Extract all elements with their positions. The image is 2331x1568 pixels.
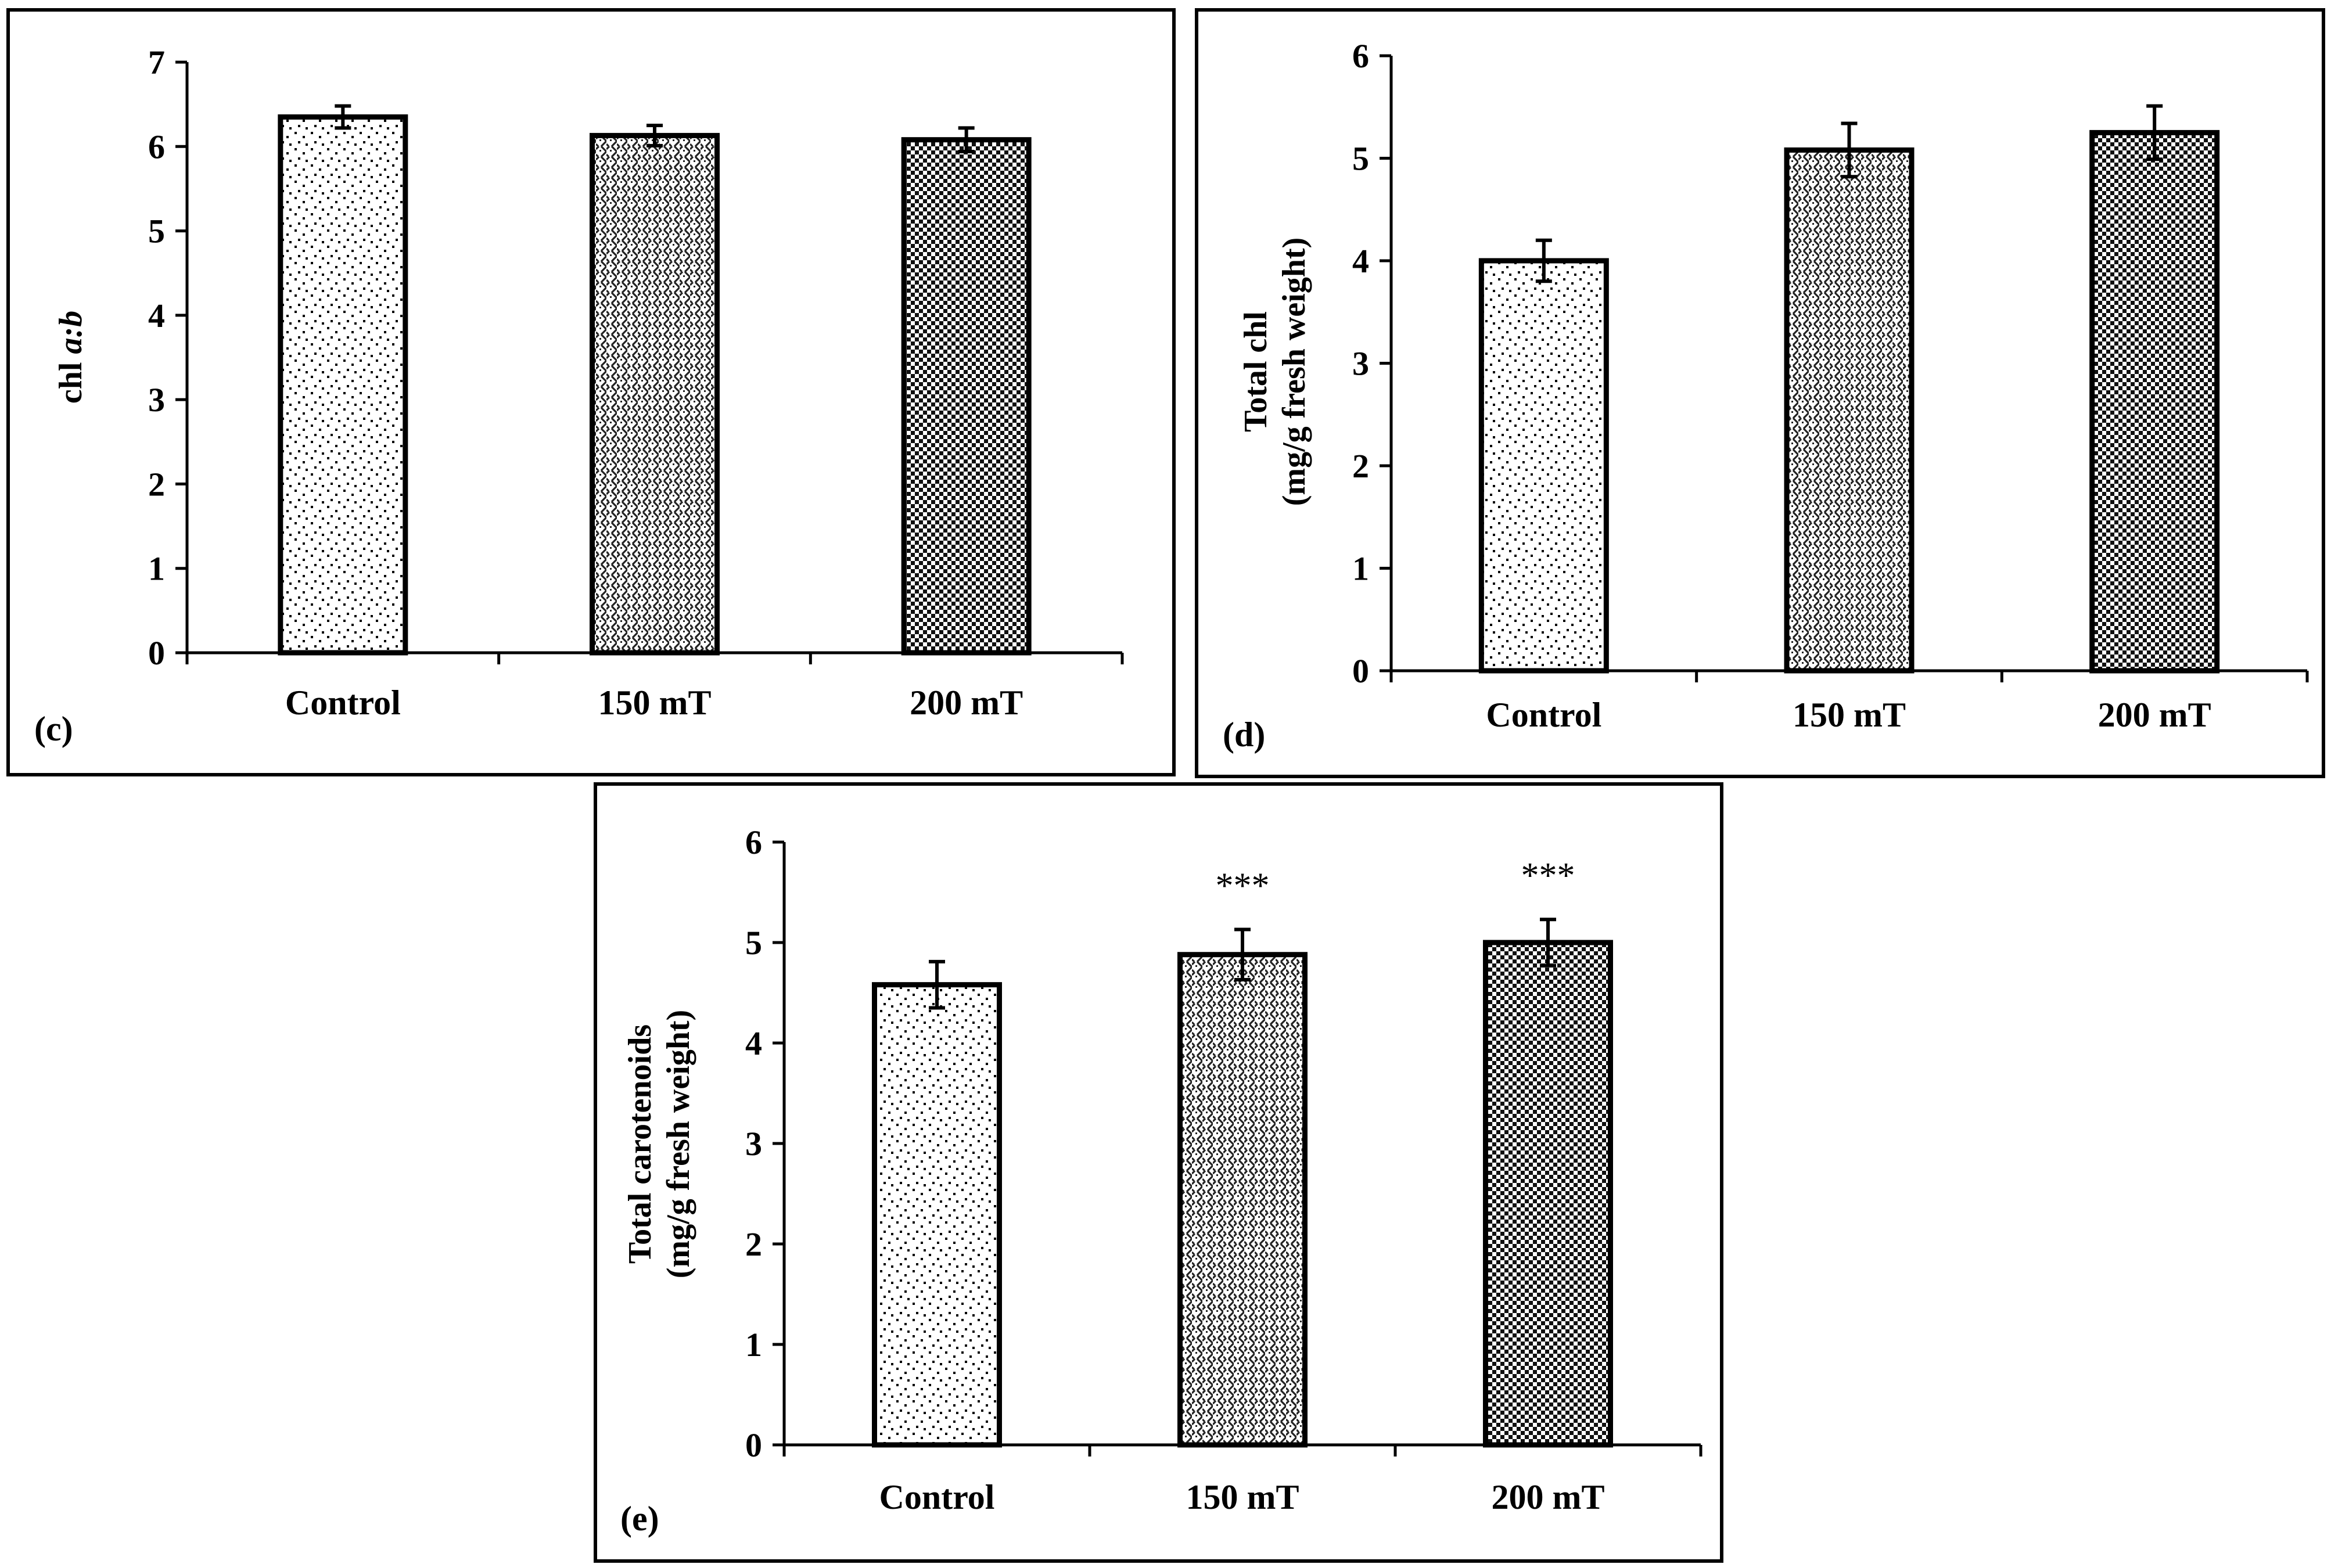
y-axis-label: Total carotenoids(mg/g fresh weight) [622, 1010, 696, 1278]
bar-150-mt [590, 132, 720, 656]
y-tick-label: 1 [745, 1326, 762, 1364]
bar-150-mt [1177, 952, 1308, 1448]
y-tick-label: 3 [1352, 345, 1369, 383]
bar-control [278, 114, 408, 656]
significance-marker: *** [1216, 866, 1270, 906]
bar-200-mt [2089, 130, 2220, 674]
panel-d-label: (d) [1223, 715, 1265, 754]
x-category-label: 150 mT [598, 684, 712, 722]
error-bar [1535, 238, 1552, 283]
y-tick-label: 7 [148, 44, 165, 81]
y-tick-label: 2 [148, 465, 165, 503]
bar-200-mt [1483, 940, 1613, 1448]
x-category-label: 150 mT [1793, 696, 1906, 734]
y-tick-label: 4 [745, 1024, 762, 1062]
panel-e: 0 1 2 3 4 5 6 Control 150 mT *** 200 mT *** Total ca… [594, 782, 1723, 1563]
panel-d: 0 1 2 3 4 5 6 Control 150 mT 200 mT Total chl(mg/g… [1195, 8, 2325, 778]
x-category-label: 200 mT [2098, 696, 2211, 734]
y-tick-label: 0 [148, 634, 165, 672]
y-tick-label: 6 [1352, 37, 1369, 75]
panel-e-label: (e) [620, 1499, 659, 1538]
x-category-label: 200 mT [1492, 1478, 1605, 1516]
y-axis-label: chl a:b [53, 311, 89, 404]
panel-c-frame [6, 8, 1176, 776]
y-tick-label: 2 [1352, 447, 1369, 485]
x-category-label: Control [285, 684, 401, 722]
y-tick-label: 5 [745, 924, 762, 962]
y-tick-label: 5 [148, 213, 165, 250]
y-tick-label: 6 [148, 128, 165, 166]
x-category-label: Control [1486, 696, 1601, 734]
error-bar [646, 123, 663, 148]
x-category-label: 150 mT [1186, 1478, 1299, 1516]
error-bar [1841, 121, 1858, 179]
significance-marker: *** [1521, 856, 1575, 896]
y-tick-label: 1 [1352, 550, 1369, 588]
x-category-label: 200 mT [910, 684, 1023, 722]
panel-e-frame [594, 782, 1723, 1563]
panel-c: 0 1 2 3 4 5 6 7 Control 150 mT 200 mT chl a:b (c) [6, 8, 1176, 776]
y-tick-label: 6 [745, 823, 762, 861]
bar-200-mt [901, 137, 1032, 656]
error-bar [929, 959, 945, 1010]
y-tick-label: 3 [148, 381, 165, 419]
y-tick-label: 5 [1352, 140, 1369, 178]
y-tick-label: 0 [745, 1426, 762, 1464]
y-tick-label: 3 [745, 1125, 762, 1163]
panel-e-plot: 0 1 2 3 4 5 6 Control 150 mT *** 200 mT *** Total ca… [622, 823, 1703, 1516]
x-category-label: Control [879, 1478, 995, 1516]
panel-c-plot: 0 1 2 3 4 5 6 7 Control 150 mT 200 mT chl a:b [53, 44, 1124, 722]
panel-c-label: (c) [34, 710, 73, 748]
y-tick-label: 0 [1352, 652, 1369, 690]
error-bar [958, 126, 975, 154]
y-axis-label: Total chl(mg/g fresh weight) [1238, 238, 1312, 506]
panel-d-frame [1195, 8, 2325, 778]
bar-control [872, 982, 1002, 1448]
bar-150-mt [1784, 147, 1915, 674]
y-tick-label: 4 [1352, 242, 1369, 280]
error-bar [2146, 104, 2163, 161]
y-tick-label: 2 [745, 1225, 762, 1263]
bar-control [1478, 258, 1609, 674]
y-tick-label: 1 [148, 550, 165, 588]
error-bar [335, 104, 351, 130]
error-bar [1234, 927, 1251, 982]
panel-d-plot: 0 1 2 3 4 5 6 Control 150 mT 200 mT Total chl(mg/g… [1238, 37, 2309, 734]
y-tick-label: 4 [148, 297, 165, 335]
error-bar [1540, 918, 1556, 968]
